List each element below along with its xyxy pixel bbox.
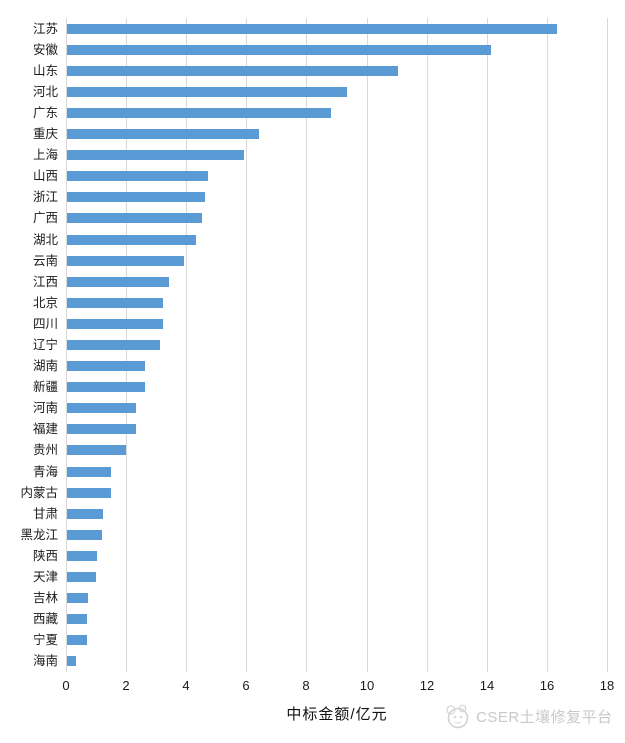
category-label-湖北: 湖北 xyxy=(32,232,58,247)
category-label-福建: 福建 xyxy=(32,421,58,436)
category-label-云南: 云南 xyxy=(32,253,58,268)
category-label-湖南: 湖南 xyxy=(32,358,58,373)
bar-河北 xyxy=(67,87,347,97)
category-label-吉林: 吉林 xyxy=(32,590,58,605)
gridline-x-12 xyxy=(427,18,428,672)
gridline-x-4 xyxy=(186,18,187,672)
bar-福建 xyxy=(67,424,136,434)
bar-广西 xyxy=(67,213,202,223)
category-label-山东: 山东 xyxy=(32,63,58,78)
x-tick-label-12: 12 xyxy=(419,678,435,693)
gridline-x-0 xyxy=(66,18,67,672)
bar-陕西 xyxy=(67,551,97,561)
category-label-重庆: 重庆 xyxy=(32,126,58,141)
category-label-北京: 北京 xyxy=(32,295,58,310)
watermark-text: CSER土壤修复平台 xyxy=(476,708,613,726)
category-label-甘肃: 甘肃 xyxy=(32,506,58,521)
bar-内蒙古 xyxy=(67,488,111,498)
category-label-河北: 河北 xyxy=(32,84,58,99)
x-tick-label-0: 0 xyxy=(62,678,70,693)
x-tick-label-2: 2 xyxy=(122,678,130,693)
x-tick-label-16: 16 xyxy=(539,678,555,693)
bar-青海 xyxy=(67,467,111,477)
category-label-天津: 天津 xyxy=(32,569,58,584)
bar-宁夏 xyxy=(67,635,87,645)
category-label-宁夏: 宁夏 xyxy=(32,632,58,647)
bar-山东 xyxy=(67,66,398,76)
bar-河南 xyxy=(67,403,136,413)
x-tick-label-8: 8 xyxy=(302,678,310,693)
category-label-黑龙江: 黑龙江 xyxy=(20,527,58,542)
category-label-浙江: 浙江 xyxy=(32,189,58,204)
bar-西藏 xyxy=(67,614,87,624)
category-label-山西: 山西 xyxy=(32,168,58,183)
category-label-河南: 河南 xyxy=(32,400,58,415)
category-label-四川: 四川 xyxy=(32,316,58,331)
category-label-辽宁: 辽宁 xyxy=(32,337,58,352)
category-label-江西: 江西 xyxy=(32,274,58,289)
x-tick-label-14: 14 xyxy=(479,678,495,693)
bar-甘肃 xyxy=(67,509,103,519)
bar-浙江 xyxy=(67,192,205,202)
bar-黑龙江 xyxy=(67,530,102,540)
category-label-陕西: 陕西 xyxy=(32,548,58,563)
bar-吉林 xyxy=(67,593,88,603)
gridline-x-16 xyxy=(547,18,548,672)
bar-江苏 xyxy=(67,24,557,34)
x-axis-title: 中标金额/亿元 xyxy=(286,706,388,723)
bar-四川 xyxy=(67,319,163,329)
bar-上海 xyxy=(67,150,244,160)
bar-湖北 xyxy=(67,235,196,245)
plot-area xyxy=(66,18,608,672)
gridline-x-8 xyxy=(306,18,307,672)
category-label-安徽: 安徽 xyxy=(32,42,58,57)
x-tick-label-18: 18 xyxy=(599,678,615,693)
bar-贵州 xyxy=(67,445,126,455)
x-tick-label-6: 6 xyxy=(242,678,250,693)
category-label-内蒙古: 内蒙古 xyxy=(20,485,58,500)
x-tick-label-10: 10 xyxy=(359,678,375,693)
category-label-贵州: 贵州 xyxy=(32,442,58,457)
category-label-青海: 青海 xyxy=(32,464,58,479)
gridline-x-18 xyxy=(607,18,608,672)
gridline-x-14 xyxy=(487,18,488,672)
category-label-江苏: 江苏 xyxy=(32,21,58,36)
category-label-海南: 海南 xyxy=(32,653,58,668)
x-tick-label-4: 4 xyxy=(182,678,190,693)
cser-logo-icon xyxy=(446,704,469,728)
bar-新疆 xyxy=(67,382,145,392)
bar-辽宁 xyxy=(67,340,160,350)
bar-广东 xyxy=(67,108,331,118)
bar-重庆 xyxy=(67,129,259,139)
bar-北京 xyxy=(67,298,163,308)
gridline-x-6 xyxy=(246,18,247,672)
bar-山西 xyxy=(67,171,208,181)
bar-江西 xyxy=(67,277,169,287)
category-label-广东: 广东 xyxy=(32,105,58,120)
bar-云南 xyxy=(67,256,184,266)
bar-海南 xyxy=(67,656,76,666)
bar-湖南 xyxy=(67,361,145,371)
bar-安徽 xyxy=(67,45,491,55)
gridline-x-10 xyxy=(367,18,368,672)
category-label-上海: 上海 xyxy=(32,147,58,162)
category-label-广西: 广西 xyxy=(32,210,58,225)
bar-天津 xyxy=(67,572,96,582)
category-label-西藏: 西藏 xyxy=(32,611,58,626)
category-label-新疆: 新疆 xyxy=(32,379,58,394)
watermark: CSER土壤修复平台 xyxy=(444,701,613,731)
